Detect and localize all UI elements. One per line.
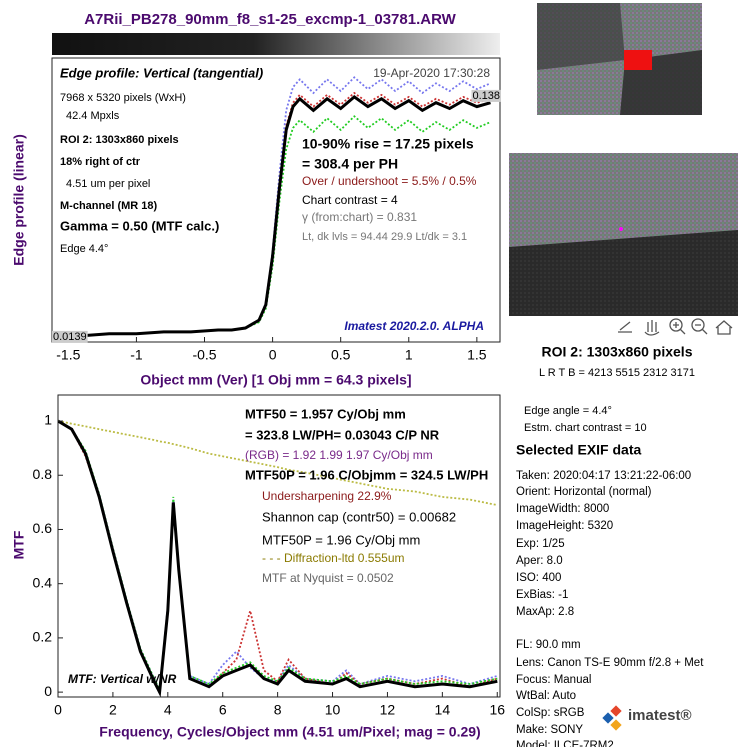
x-tick-label: 8 <box>274 702 282 718</box>
annotation: 18% right of ctr <box>60 156 141 168</box>
value-label-bg <box>471 89 501 102</box>
annotation: 0.0139 <box>53 331 87 343</box>
annotation: 0.138 <box>472 90 500 102</box>
annotation: (RGB) = 1.92 1.99 1.97 Cy/Obj mm <box>245 448 433 462</box>
annotation: 4.51 um per pixel <box>66 178 150 190</box>
x-tick-label: 14 <box>435 702 451 718</box>
x-tick-label: 0.5 <box>331 347 351 363</box>
y-axis-label: MTF <box>11 530 27 559</box>
x-tick-label: 10 <box>325 702 341 718</box>
series-line <box>54 91 491 337</box>
exif-line: Lens: Canon TS-E 90mm f/2.8 + Met <box>516 657 704 669</box>
series-line <box>58 420 498 506</box>
window-title: A7Rii_PB278_90mm_f8_s1-25_excmp-1_03781.… <box>84 11 456 28</box>
annotation: Shannon cap (contr50) = 0.00682 <box>262 509 456 524</box>
x-tick-label: 1.5 <box>467 347 487 363</box>
annotation: Imatest 2020.2.0. ALPHA <box>344 319 484 333</box>
annotation: Lt, dk lvls = 94.44 29.9 Lt/dk = 3.1 <box>302 231 467 243</box>
series-line <box>54 94 491 338</box>
annotation: γ (from:chart) = 0.831 <box>302 210 417 224</box>
plot-layer: Edge profile: Vertical (tangential) 19-Ap… <box>54 65 491 338</box>
value-label-bg <box>52 330 88 343</box>
thumbnail <box>537 3 702 115</box>
x-tick-label: -1 <box>130 347 143 363</box>
annotation: 10-90% rise = 17.25 pixels <box>302 136 474 152</box>
y-tick-label: 0 <box>44 683 52 699</box>
x-tick-label: -1.5 <box>56 347 80 363</box>
annotation: MTF50 = 1.957 Cy/Obj mm <box>245 406 406 421</box>
exif-line: MaxAp: 2.8 <box>516 606 574 618</box>
x-tick-label: 12 <box>380 702 396 718</box>
y-tick-label: 1 <box>44 412 52 428</box>
series-line <box>54 115 491 337</box>
exif-line: ISO: 400 <box>516 572 561 584</box>
annotation: ROI 2: 1303x860 pixels <box>60 134 179 146</box>
y-tick-label: 0.2 <box>33 629 53 645</box>
x-tick-label: 0 <box>269 347 277 363</box>
exif-title: Selected EXIF data <box>516 442 641 458</box>
annotation: Edge profile: Vertical (tangential) <box>60 65 263 80</box>
x-tick-label: -0.5 <box>192 347 216 363</box>
exif-line: Make: SONY <box>516 724 583 736</box>
annotation: Gamma = 0.50 (MTF calc.) <box>60 218 219 233</box>
annotation: MTF50P = 1.96 C/Objmm = 324.5 LW/PH <box>245 467 488 482</box>
annotation: M-channel (MR 18) <box>60 200 158 212</box>
exif-line: WtBal: Auto <box>516 690 576 702</box>
x-axis-label: Object mm (Ver) [1 Obj mm = 64.3 pixels] <box>140 372 411 388</box>
y-tick-label: 0.8 <box>33 466 53 482</box>
annotation: Chart contrast = 4 <box>302 193 398 207</box>
x-tick-label: 4 <box>164 702 172 718</box>
annotation: MTF at Nyquist = 0.0502 <box>262 571 394 585</box>
exif-line: Aper: 8.0 <box>516 555 563 567</box>
roi-coords: L R T B = 4213 5515 2312 3171 <box>539 367 695 379</box>
x-tick-label: 2 <box>109 702 117 718</box>
annotation: Edge 4.4° <box>60 243 108 255</box>
chart-contrast: Estm. chart contrast = 10 <box>524 422 647 434</box>
y-tick-label: 0.6 <box>33 520 53 536</box>
exif-line: Exp: 1/25 <box>516 538 565 550</box>
exif-line: ColSp: sRGB <box>516 707 585 719</box>
y-axis-label: Edge profile (linear) <box>11 134 27 265</box>
exif-line: Orient: Horizontal (normal) <box>516 486 652 498</box>
x-tick-label: 16 <box>489 702 505 718</box>
edge-gradient-bar <box>52 33 500 55</box>
exif-line: FL: 90.0 mm <box>516 639 581 651</box>
annotation: 19-Apr-2020 17:30:28 <box>373 66 490 80</box>
exif-line: Focus: Manual <box>516 674 591 686</box>
annotation: = 323.8 LW/PH= 0.03043 C/P NR <box>245 427 440 442</box>
roi-title: ROI 2: 1303x860 pixels <box>542 344 693 360</box>
exif-line: ImageWidth: 8000 <box>516 503 609 515</box>
x-axis-label: Frequency, Cycles/Object mm (4.51 um/Pix… <box>99 724 480 740</box>
annotation: 42.4 Mpxls <box>66 110 120 122</box>
plot-layer: MTF50 = 1.957 Cy/Obj mm = 323.8 LW/PH= 0.… <box>58 406 498 697</box>
series-line <box>58 419 498 697</box>
exif-line: ExBias: -1 <box>516 589 568 601</box>
x-tick-label: 1 <box>405 347 413 363</box>
x-tick-label: 0 <box>54 702 62 718</box>
annotation: Over / undershoot = 5.5% / 0.5% <box>302 174 477 188</box>
annotation: MTF: Vertical w/NR <box>68 672 177 686</box>
annotation: 7968 x 5320 pixels (WxH) <box>60 92 186 104</box>
edge-angle: Edge angle = 4.4° <box>524 405 612 417</box>
annotation: = 308.4 per PH <box>302 156 398 172</box>
roi-image <box>509 153 738 316</box>
series-line <box>54 76 491 337</box>
y-tick-label: 0.4 <box>33 574 53 590</box>
annotation: - - - Diffraction-ltd 0.555um <box>262 551 405 565</box>
annotation: Undersharpening 22.9% <box>262 489 392 503</box>
toolbar[interactable] <box>618 318 733 336</box>
annotation: MTF50P = 1.96 Cy/Obj mm <box>262 532 420 547</box>
exif-line: ImageHeight: 5320 <box>516 520 613 532</box>
exif-line: Model: ILCE-7RM2 <box>516 740 614 747</box>
x-tick-label: 6 <box>219 702 227 718</box>
logo: imatest® <box>602 705 692 731</box>
logo-text: imatest® <box>628 707 692 724</box>
exif-line: Taken: 2020:04:17 13:21:22-06:00 <box>516 470 691 482</box>
plot-area <box>57 394 501 698</box>
